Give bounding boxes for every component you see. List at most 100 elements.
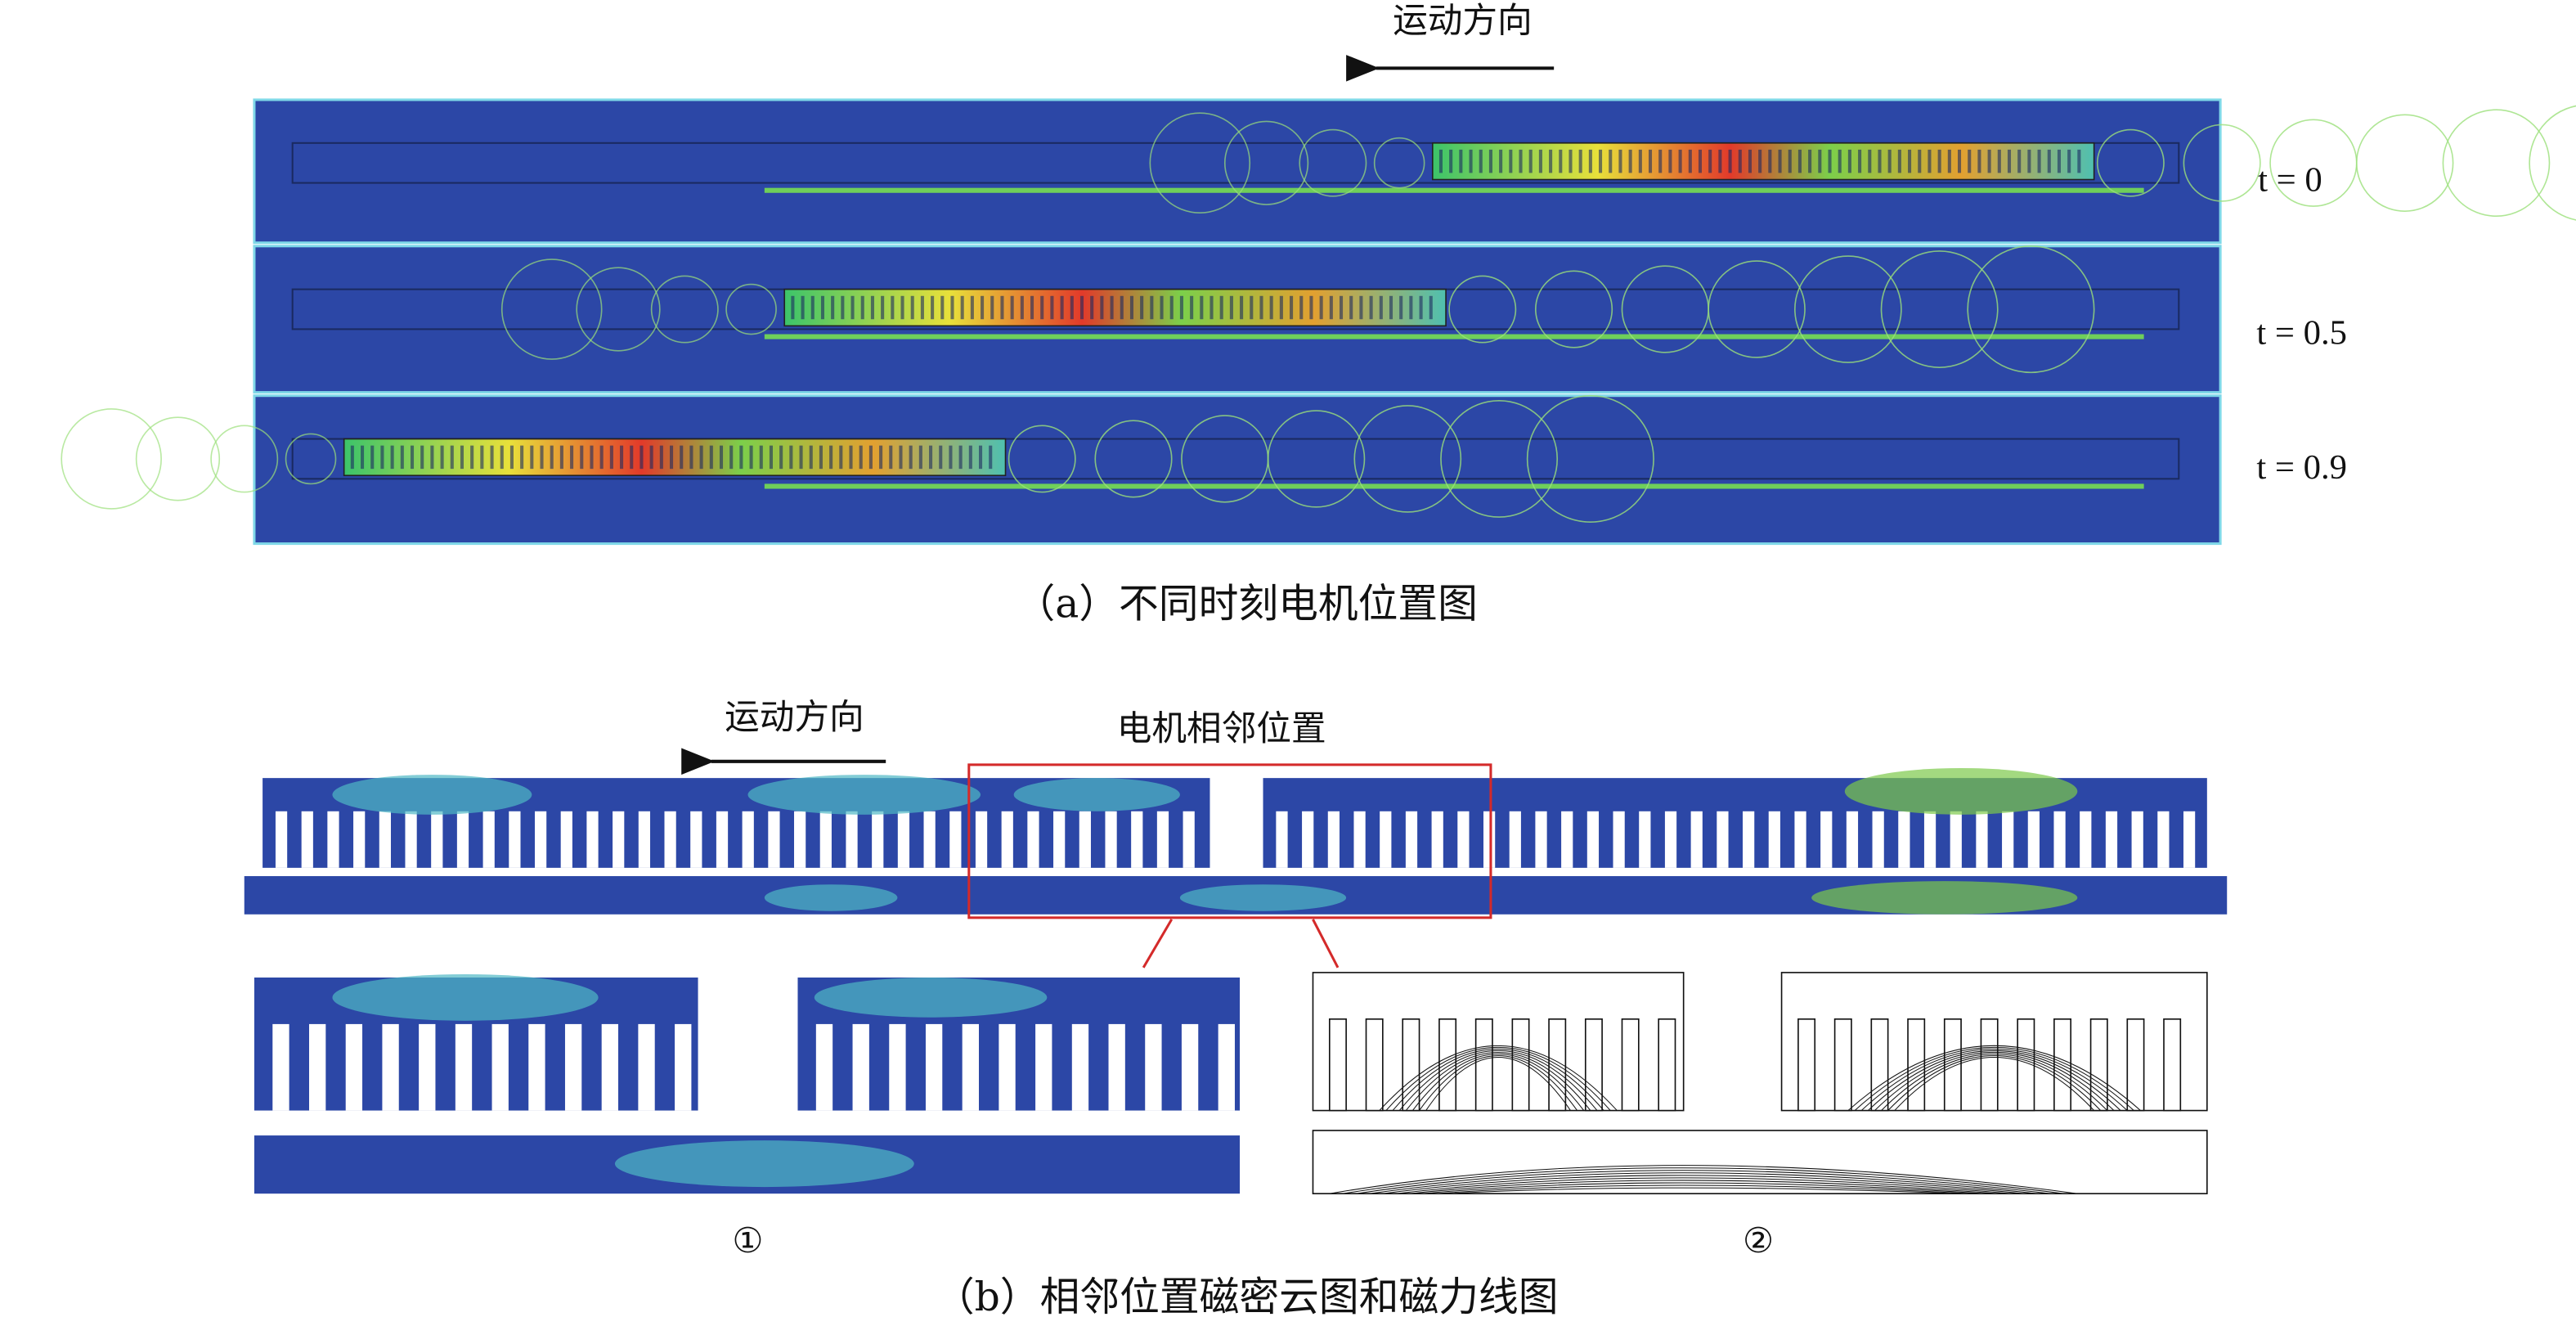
slot (1578, 149, 1582, 173)
slot (870, 295, 874, 320)
slot (1229, 295, 1233, 320)
slot (275, 811, 288, 868)
slot (482, 811, 495, 868)
slot (1678, 149, 1682, 173)
slot (759, 445, 763, 470)
flux-line (1405, 1051, 1591, 1111)
slot (940, 295, 945, 320)
slot (620, 445, 624, 470)
flux-spot (764, 884, 898, 911)
mover (343, 438, 1007, 477)
slot (950, 295, 954, 320)
time-label: t = 0.9 (2256, 448, 2347, 487)
slot (1120, 295, 1124, 320)
slot (719, 445, 724, 470)
direction-label: 运动方向 (725, 697, 864, 738)
slot (846, 811, 858, 868)
slot (1868, 149, 1872, 173)
slot (2007, 149, 2012, 173)
zoom-line (1142, 919, 1174, 969)
slot (949, 811, 962, 868)
flux-spot (1811, 881, 2078, 915)
slot (1950, 811, 1962, 868)
slot (1299, 295, 1304, 320)
slot (2157, 811, 2170, 868)
slot (1156, 811, 1169, 868)
slot (1469, 149, 1473, 173)
slot (881, 295, 885, 320)
slot (309, 1023, 326, 1111)
slot (925, 1023, 943, 1111)
slot-outline (1474, 1018, 1493, 1112)
slot (586, 811, 599, 868)
slot (975, 811, 988, 868)
slot (1179, 295, 1183, 320)
slot (1618, 149, 1622, 173)
slot (410, 445, 415, 470)
slot (1613, 811, 1625, 868)
slot (1599, 149, 1603, 173)
slot (2027, 149, 2031, 173)
slot (1309, 295, 1313, 320)
slot (2002, 811, 2014, 868)
slot (670, 445, 674, 470)
slot (1743, 811, 1755, 868)
slot (1405, 811, 1418, 868)
slot (1240, 295, 1244, 320)
slot (1419, 295, 1423, 320)
slot (1887, 149, 1892, 173)
slot (390, 445, 394, 470)
slot (1977, 149, 1981, 173)
slot (1279, 295, 1283, 320)
slot (1340, 295, 1344, 320)
slot (520, 445, 524, 470)
slot (570, 445, 574, 470)
slot-outline (1797, 1018, 1816, 1112)
slot (1071, 1023, 1089, 1111)
slot (962, 1023, 979, 1111)
slot (1269, 295, 1273, 320)
slot (419, 1023, 436, 1111)
slot (2131, 811, 2143, 868)
slot (2047, 149, 2051, 173)
slot (729, 445, 734, 470)
field-line (2529, 105, 2576, 221)
slot (1698, 149, 1703, 173)
slot (601, 1023, 618, 1111)
subfigure-label: ① (732, 1220, 763, 1261)
slot (613, 811, 625, 868)
flux-line (1382, 1175, 2025, 1194)
field-line (1149, 112, 1251, 214)
slot (939, 445, 943, 470)
slot (2183, 811, 2196, 868)
slot (1290, 295, 1294, 320)
slot (852, 1023, 869, 1111)
slot (897, 811, 910, 868)
field-line (1373, 137, 1425, 189)
slot (2057, 149, 2061, 173)
slot (1728, 149, 1732, 173)
slot (350, 445, 354, 470)
slot (1908, 149, 1912, 173)
flux-line (1867, 1050, 2121, 1111)
flux-line (1379, 1045, 1618, 1111)
slot (664, 811, 676, 868)
slot-outline (1511, 1018, 1530, 1112)
field-line (1967, 245, 2095, 374)
slot (981, 295, 985, 320)
slot (1519, 149, 1523, 173)
slot (1053, 811, 1066, 868)
slot (400, 445, 404, 470)
slot (931, 295, 935, 320)
field-line (2442, 109, 2551, 218)
slot-outline (2089, 1018, 2108, 1112)
slot (559, 445, 563, 470)
slot (742, 811, 754, 868)
field-line (576, 267, 661, 352)
slot (530, 445, 534, 470)
slot (879, 445, 883, 470)
field-line (2355, 114, 2454, 212)
time-label: t = 0.5 (2256, 313, 2347, 352)
slot-outline (1907, 1018, 1926, 1112)
